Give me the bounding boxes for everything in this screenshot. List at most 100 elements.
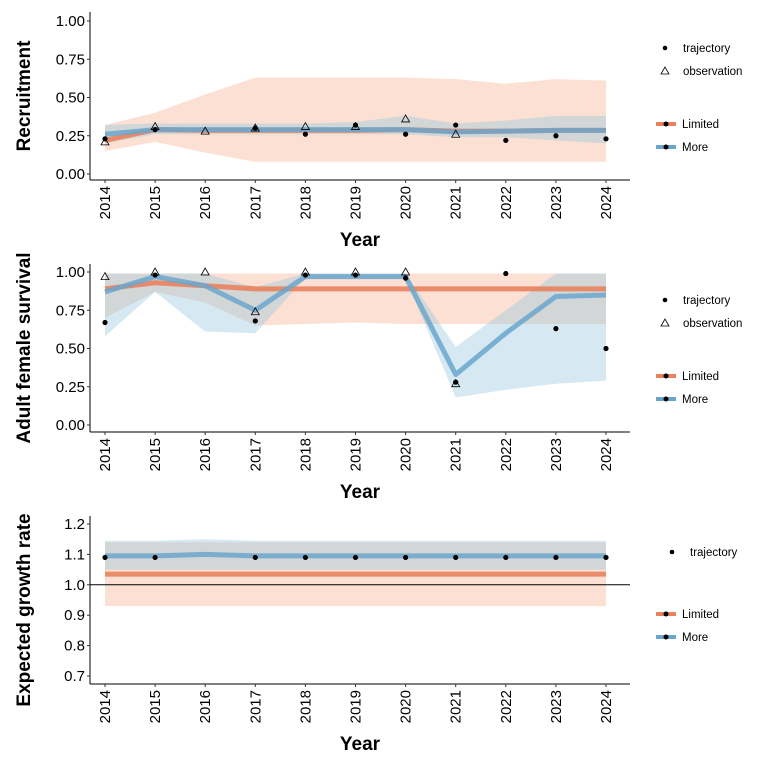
y-tick-label: 1.1: [64, 546, 85, 563]
trajectory-point: [603, 554, 609, 561]
legend-observation-icon: [660, 318, 670, 327]
legend-more-point-icon: [663, 634, 669, 640]
y-tick-label: 0.00: [56, 166, 85, 183]
legend-label-observation: observation: [683, 66, 742, 78]
legend-label-trajectory: trajectory: [683, 295, 731, 307]
trajectory-point: [453, 554, 459, 561]
observation-point: [400, 267, 411, 276]
x-tick-label: 2019: [348, 186, 365, 219]
legend-label-more: More: [682, 142, 708, 154]
legend-more-point-icon: [663, 396, 669, 402]
trajectory-point: [352, 272, 359, 278]
x-tick-label: 2022: [498, 438, 515, 471]
x-tick-label: 2020: [398, 186, 415, 219]
x-tick-label: 2018: [297, 690, 314, 723]
x-tick-label: 2024: [598, 438, 615, 471]
trajectory-point: [453, 379, 459, 385]
x-tick-label: 2023: [548, 438, 565, 471]
ribbon-more: [105, 273, 606, 398]
panel-1: 0.00 0.25 0.50 0.75 1.00 2014 2015 2016 2017 2018…: [14, 12, 742, 251]
legend-label-trajectory: trajectory: [690, 547, 738, 559]
legend-label-limited: Limited: [682, 609, 719, 621]
legend-more-point-icon: [663, 144, 669, 150]
trajectory-point: [302, 554, 308, 561]
legend-label-limited: Limited: [682, 119, 719, 131]
observation-point: [400, 114, 411, 123]
y-tick-label: 0.50: [56, 341, 85, 358]
x-tick-label: 2022: [498, 186, 515, 219]
legend-trajectory-icon: [662, 297, 668, 303]
x-tick-label: 2021: [448, 438, 465, 471]
legend-label-limited: Limited: [682, 371, 719, 383]
legend-label-trajectory: trajectory: [683, 43, 731, 55]
trajectory-point: [102, 136, 108, 142]
panel-3: 0.7 0.8 0.9 1.0 1.1 1.2 2014 2015 2016 2017 2018 20…: [14, 513, 738, 755]
trajectory-point: [102, 554, 108, 561]
trajectory-point: [152, 127, 158, 133]
trajectory-point: [503, 137, 509, 143]
y-tick-label: 1.00: [56, 264, 85, 281]
observation-point: [250, 306, 260, 316]
y-axis-title: Expected growth rate: [14, 513, 35, 706]
x-tick-label: 2017: [247, 690, 264, 723]
ribbon-limited: [105, 77, 606, 162]
x-tick-label: 2020: [398, 438, 415, 471]
x-tick-label: 2024: [598, 186, 615, 219]
trajectory-point: [553, 326, 559, 332]
x-tick-label: 2014: [97, 690, 114, 723]
y-axis-title: Adult female survival: [14, 252, 35, 443]
y-tick-label: 0.75: [56, 51, 85, 68]
trajectory-point: [553, 133, 559, 139]
x-tick-label: 2014: [97, 438, 114, 471]
trajectory-point: [453, 122, 459, 128]
x-axis-title: Year: [340, 482, 381, 503]
trajectory-point: [302, 272, 308, 278]
observation-point: [100, 271, 110, 280]
x-tick-label: 2016: [197, 690, 214, 723]
x-tick-label: 2018: [297, 186, 314, 219]
x-tick-label: 2017: [247, 186, 264, 219]
y-tick-label: 0.00: [56, 417, 85, 434]
y-tick-label: 0.75: [56, 302, 85, 319]
legend-limited-point-icon: [663, 373, 669, 379]
legend-trajectory-icon: [669, 549, 675, 555]
y-tick-label: 1.00: [56, 13, 85, 30]
y-tick-label: 1.2: [64, 516, 85, 533]
x-tick-label: 2020: [398, 690, 415, 723]
x-tick-label: 2014: [97, 186, 114, 219]
x-tick-label: 2015: [147, 690, 164, 723]
x-tick-label: 2015: [147, 438, 164, 471]
observation-point: [200, 126, 210, 135]
trajectory-point: [352, 554, 359, 561]
legend-observation-icon: [660, 66, 670, 75]
x-tick-label: 2015: [147, 186, 164, 219]
observation-point: [300, 121, 311, 130]
x-tick-label: 2021: [448, 186, 465, 219]
x-tick-label: 2016: [197, 438, 214, 471]
legend: trajectory observation Limited More: [656, 43, 742, 154]
y-tick-label: 0.50: [56, 90, 85, 107]
trajectory-point: [352, 122, 359, 128]
observation-point: [100, 137, 110, 146]
x-tick-label: 2023: [548, 186, 565, 219]
x-tick-label: 2021: [448, 690, 465, 723]
legend-label-more: More: [682, 394, 708, 406]
y-axis-title: Recruitment: [14, 40, 35, 152]
y-tick-label: 0.8: [64, 638, 85, 655]
x-tick-label: 2019: [348, 438, 365, 471]
y-tick-label: 1.0: [64, 577, 85, 594]
panel-2: 0.00 0.25 0.50 0.75 1.00 2014 2015 2016 2017 2018…: [14, 252, 742, 503]
x-tick-label: 2022: [498, 690, 515, 723]
x-tick-label: 2023: [548, 690, 565, 723]
observation-point: [200, 267, 210, 276]
legend-trajectory-icon: [662, 45, 668, 51]
trajectory-point: [503, 270, 509, 277]
trajectory-point: [252, 554, 258, 561]
trajectory-point: [302, 131, 308, 137]
observation-point: [451, 129, 461, 138]
trajectory-point: [403, 275, 409, 281]
trajectory-point: [603, 136, 609, 142]
y-tick-label: 0.9: [64, 607, 85, 624]
y-tick-label: 0.7: [64, 668, 85, 685]
legend: trajectory observation Limited More: [656, 295, 742, 406]
